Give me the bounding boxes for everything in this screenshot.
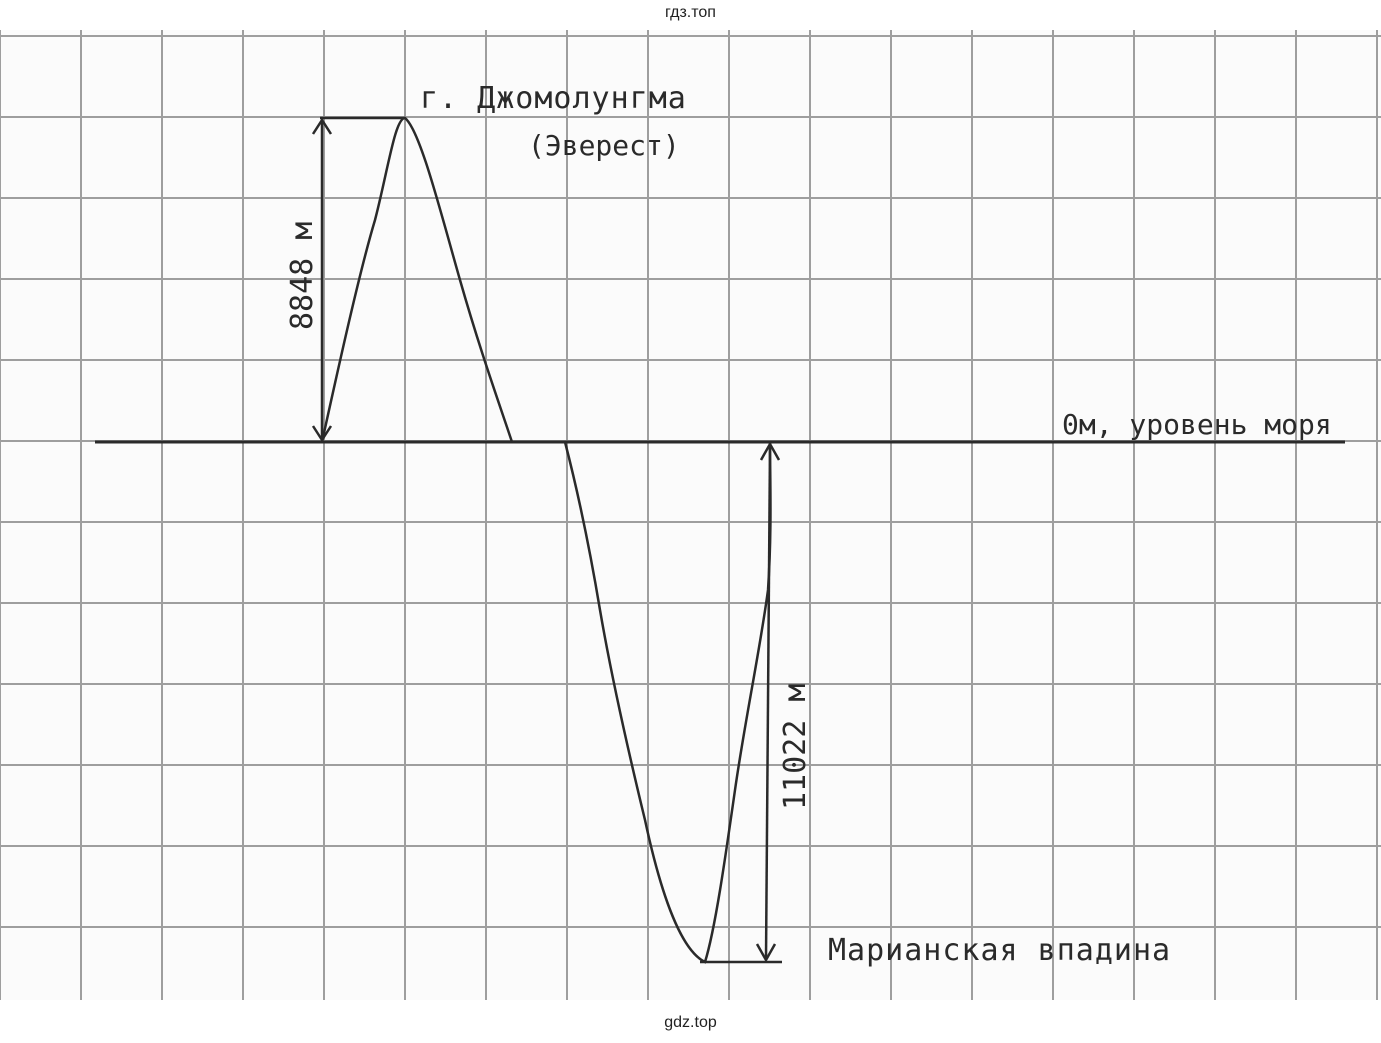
graph-grid (0, 30, 1381, 1000)
site-label-bottom: gdz.top (664, 1014, 717, 1031)
trench-depth-label: 11022 м (778, 684, 813, 810)
trench-arrow-head-top (759, 441, 781, 461)
peak-arrow-head-top (311, 117, 333, 135)
trench-arrow-head-bottom (755, 943, 777, 963)
sea-level-label: 0м, уровень моря (1062, 408, 1332, 441)
trench-name-label: Марианская впадина (828, 933, 1171, 968)
peak-height-label: 8848 м (285, 222, 320, 330)
trench-depth-arrow (764, 445, 772, 959)
peak-name-label: г. Джомолунгма (420, 81, 687, 116)
peak-name-subtitle: (Эверест) (528, 129, 680, 162)
everest-profile-curve (320, 116, 514, 443)
peak-arrow-head-bottom (311, 425, 333, 443)
relief-profile-drawing: г. Джомолунгма (Эверест) 8848 м 0м, уров… (0, 30, 1381, 1000)
mariana-trench-profile-curve (563, 441, 772, 964)
site-label-top: гдз.топ (665, 4, 716, 21)
graph-paper-sheet: г. Джомолунгма (Эверест) 8848 м 0м, уров… (0, 30, 1381, 1000)
